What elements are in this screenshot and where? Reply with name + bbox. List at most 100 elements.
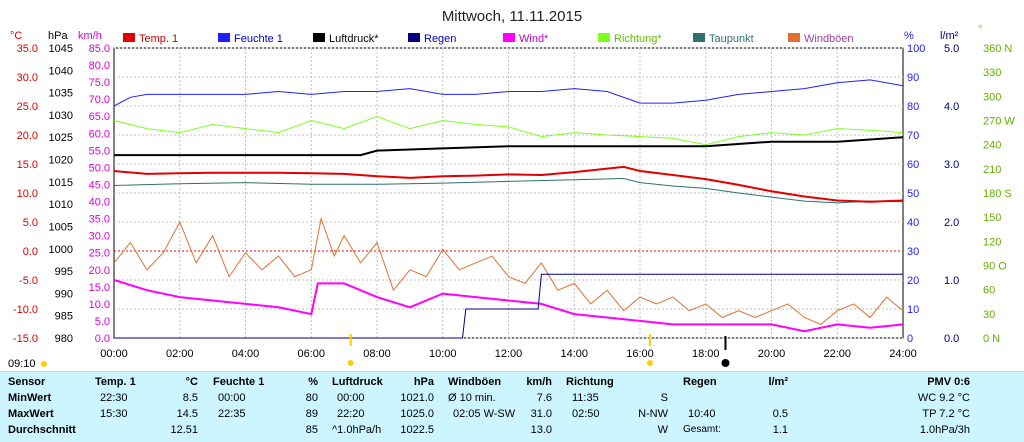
chart-title: Mittwoch, 11.11.2015 [442, 8, 582, 25]
legend-swatch [503, 33, 515, 42]
unit-wind: km/h [526, 376, 552, 388]
x-tick-label: 08:00 [363, 348, 391, 360]
unit-temp: °C [185, 376, 198, 388]
time-sun-icon [41, 361, 47, 367]
temp-max-value: 14.5 [176, 408, 198, 420]
y-tick-humidity: 40 [907, 217, 919, 229]
regen-total-label: Gesamt: [683, 424, 721, 435]
unit-feuchte: % [308, 376, 318, 388]
richtung-avg-value: W [657, 424, 668, 436]
wind-max-value: 31.0 [530, 408, 552, 420]
feuchte-min-time: 00:00 [218, 392, 246, 404]
pmv-wc: WC 9.2 °C [917, 392, 970, 404]
temp-avg-value: 12.51 [170, 424, 198, 436]
axis-unit-humidity: % [904, 30, 914, 42]
y-tick-rain: 5.0 [944, 43, 959, 55]
legend-swatch [218, 33, 230, 42]
x-tick-label: 00:00 [100, 348, 128, 360]
y-tick-temp: 30.0 [17, 72, 38, 84]
y-tick-wind: 30.0 [89, 231, 110, 243]
legend-swatch [693, 33, 705, 42]
x-tick-label: 22:00 [823, 348, 851, 360]
y-tick-direction: 180 S [983, 188, 1012, 200]
y-tick-temp: 10.0 [17, 188, 38, 200]
y-tick-temp: -5.0 [19, 275, 38, 287]
y-tick-rain: 1.0 [944, 275, 959, 287]
time-label: 09:10 [8, 358, 36, 370]
y-tick-pressure: 1030 [49, 110, 73, 122]
y-tick-direction: 90 O [983, 261, 1007, 273]
y-tick-rain: 3.0 [944, 159, 959, 171]
regen-total-value: 1.1 [772, 424, 788, 436]
y-tick-pressure: 1025 [49, 132, 73, 144]
legend-label: Windböen [804, 33, 854, 45]
druck-trend: ^1.0hPa/h [332, 424, 382, 436]
legend-swatch [408, 33, 420, 42]
y-tick-direction: 270 W [983, 116, 1015, 128]
y-tick-humidity: 100 [907, 43, 925, 55]
y-tick-wind: 55.0 [89, 145, 110, 157]
legend-swatch [598, 33, 610, 42]
y-tick-wind: 45.0 [89, 179, 110, 191]
feuchte-max-time: 22:35 [218, 408, 246, 420]
series-line-temp-1 [113, 165, 904, 203]
series-line-richtung- [113, 115, 904, 146]
y-tick-humidity: 90 [907, 72, 919, 84]
y-tick-direction: 330 [983, 67, 1001, 79]
header-feuchte: Feuchte 1 [213, 376, 265, 388]
y-tick-pressure: 1040 [49, 65, 73, 77]
unit-druck: hPa [413, 376, 434, 388]
y-tick-pressure: 995 [55, 266, 73, 278]
richtung-min-time: 11:35 [572, 392, 599, 404]
x-tick-label: 18:00 [692, 348, 720, 360]
y-tick-direction: 240 [983, 140, 1001, 152]
y-tick-wind: 0.0 [95, 333, 110, 345]
y-tick-rain: 0.0 [944, 333, 959, 345]
y-tick-wind: 35.0 [89, 214, 110, 226]
x-tick-label: 20:00 [758, 348, 786, 360]
row-label-max: MaxWert [8, 408, 54, 420]
y-tick-wind: 85.0 [89, 43, 110, 55]
legend-label: Temp. 1 [139, 33, 178, 45]
series-line-taupunkt [113, 177, 904, 204]
y-tick-pressure: 1015 [49, 177, 73, 189]
y-tick-wind: 75.0 [89, 77, 110, 89]
y-tick-wind: 70.0 [89, 94, 110, 106]
axis-unit-pressure: hPa [48, 30, 68, 42]
richtung-min-value: S [660, 392, 668, 404]
y-tick-pressure: 1005 [49, 221, 73, 233]
y-tick-direction: 120 [983, 236, 1001, 248]
y-tick-pressure: 985 [55, 311, 73, 323]
header-regen: Regen [683, 376, 717, 388]
y-tick-humidity: 20 [907, 275, 919, 287]
x-tick-label: 10:00 [429, 348, 457, 360]
wind-10min-label: Ø 10 min. [448, 392, 496, 404]
legend-label: Richtung* [614, 33, 662, 45]
moon-marker [721, 359, 730, 367]
y-tick-humidity: 50 [907, 188, 919, 200]
header-druck: Luftdruck [332, 376, 383, 388]
druck-max-time: 22:20 [337, 408, 365, 420]
row-label-avg: Durchschnitt [8, 424, 76, 436]
y-tick-wind: 5.0 [95, 316, 110, 328]
x-tick-label: 02:00 [166, 348, 194, 360]
y-tick-wind: 25.0 [89, 248, 110, 260]
y-tick-temp: -10.0 [13, 304, 38, 316]
axis-unit-direction: ° [978, 24, 982, 36]
wind-10min-value: 7.6 [536, 392, 552, 404]
wind-max-time: 02:05 W-SW [453, 408, 516, 420]
y-tick-wind: 15.0 [89, 282, 110, 294]
legend-swatch [788, 33, 800, 42]
y-tick-wind: 60.0 [89, 128, 110, 140]
druck-min-value: 1021.0 [400, 392, 434, 404]
y-tick-wind: 10.0 [89, 299, 110, 311]
x-tick-label: 24:00 [889, 348, 917, 360]
legend-label: Wind* [519, 33, 549, 45]
y-tick-humidity: 30 [907, 246, 919, 258]
richtung-max-value: N-NW [638, 408, 668, 420]
summary-table: Sensor MinWert MaxWert Durchschnitt Temp… [0, 371, 1024, 442]
y-tick-humidity: 70 [907, 130, 919, 142]
series-line-wind- [113, 279, 904, 333]
legend-label: Feuchte 1 [234, 33, 283, 45]
series-line-luftdruck- [114, 136, 904, 157]
